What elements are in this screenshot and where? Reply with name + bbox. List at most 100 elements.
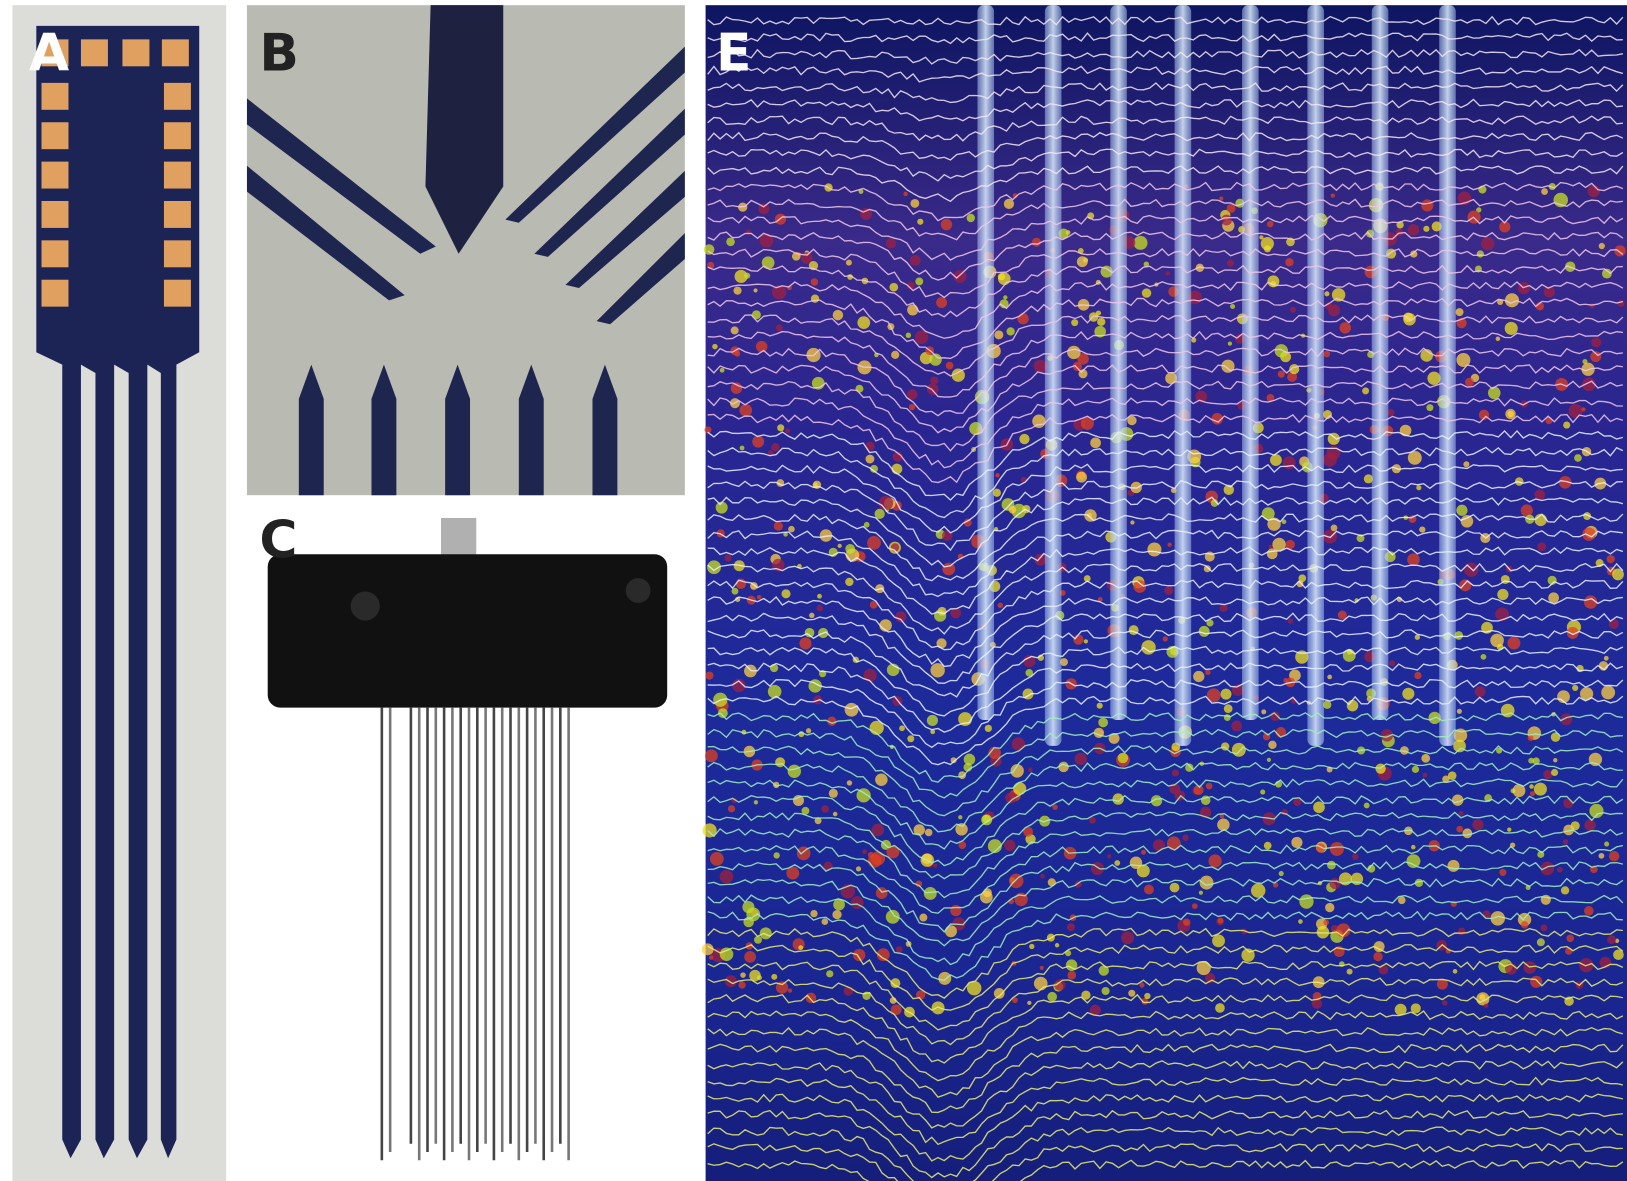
pad <box>164 162 191 189</box>
cell <box>740 972 746 978</box>
cell <box>1182 835 1188 841</box>
cell <box>1298 919 1303 924</box>
cell <box>817 594 822 599</box>
cell <box>1267 221 1273 227</box>
cell <box>817 605 823 611</box>
cell <box>833 812 838 817</box>
panel-label: E <box>716 23 751 83</box>
cell <box>1442 1000 1447 1005</box>
cell <box>1012 737 1025 750</box>
cell <box>705 671 713 679</box>
cell <box>1609 851 1619 861</box>
cell <box>1167 836 1181 850</box>
cell <box>1075 753 1087 765</box>
cell <box>1323 453 1337 467</box>
cell <box>1534 783 1547 796</box>
cell <box>958 771 966 779</box>
cell <box>1199 891 1203 895</box>
cell <box>785 428 790 433</box>
cell <box>1352 854 1359 861</box>
cell <box>1507 827 1511 831</box>
cell <box>1464 563 1478 577</box>
cell <box>771 443 779 451</box>
cell <box>709 955 714 960</box>
cell <box>738 981 745 988</box>
cell <box>845 544 855 554</box>
cell <box>1112 793 1123 804</box>
shank <box>1045 5 1062 746</box>
cell <box>1521 504 1533 516</box>
cell <box>1090 437 1101 448</box>
cell <box>1497 589 1508 600</box>
cell <box>983 888 992 897</box>
cell <box>1205 670 1210 675</box>
cell <box>1618 300 1625 307</box>
cell <box>1414 672 1421 679</box>
cell <box>1457 709 1462 714</box>
cell <box>1279 871 1284 876</box>
cell <box>934 610 946 622</box>
cell <box>1118 753 1128 763</box>
cell <box>776 324 783 331</box>
cell <box>762 256 775 269</box>
cell <box>1529 784 1534 789</box>
pad <box>42 240 69 267</box>
cell <box>936 297 947 308</box>
cell <box>1496 336 1501 341</box>
pad <box>42 201 69 228</box>
cell <box>847 780 852 785</box>
cell <box>1507 637 1520 650</box>
cell <box>1551 769 1558 776</box>
cell <box>788 526 795 533</box>
cell <box>899 725 905 731</box>
cell <box>1313 801 1325 813</box>
cell <box>998 603 1003 608</box>
screw-hole <box>351 592 380 621</box>
cell <box>1264 245 1271 252</box>
cell <box>1208 854 1221 867</box>
cell <box>832 910 841 919</box>
cell <box>1267 758 1271 762</box>
cell <box>1285 258 1293 266</box>
cell <box>910 255 921 266</box>
cell <box>1199 626 1210 637</box>
cell <box>771 974 777 980</box>
cell <box>1299 894 1313 908</box>
cell <box>1563 798 1573 808</box>
cell <box>1144 885 1154 895</box>
cell <box>1325 903 1334 912</box>
cell <box>845 578 853 586</box>
cell <box>876 887 888 899</box>
cell <box>1260 789 1265 794</box>
cell <box>945 925 957 937</box>
cell <box>1147 542 1161 556</box>
cell <box>1221 215 1232 226</box>
cell <box>927 715 938 726</box>
cell <box>1331 193 1335 197</box>
cell <box>1475 686 1486 697</box>
pad <box>122 39 149 66</box>
pad <box>164 201 191 228</box>
cell <box>1415 635 1420 640</box>
cell <box>1462 828 1472 838</box>
cell <box>1278 371 1285 378</box>
cell <box>1170 883 1180 893</box>
cell <box>1459 579 1471 591</box>
cell <box>919 914 927 922</box>
cell <box>1495 607 1509 621</box>
cell <box>1541 188 1548 195</box>
cell <box>1102 987 1110 995</box>
cell <box>1563 422 1570 429</box>
panel-e <box>702 5 1627 1181</box>
cell <box>1419 526 1425 532</box>
cell <box>1019 434 1029 444</box>
cell <box>915 277 923 285</box>
cell <box>1217 818 1230 831</box>
cell <box>725 975 737 987</box>
cell <box>1423 773 1428 778</box>
cell <box>1548 592 1559 603</box>
cell <box>857 316 870 329</box>
pad <box>42 83 69 110</box>
cell <box>1455 308 1463 316</box>
cell <box>1528 735 1534 741</box>
